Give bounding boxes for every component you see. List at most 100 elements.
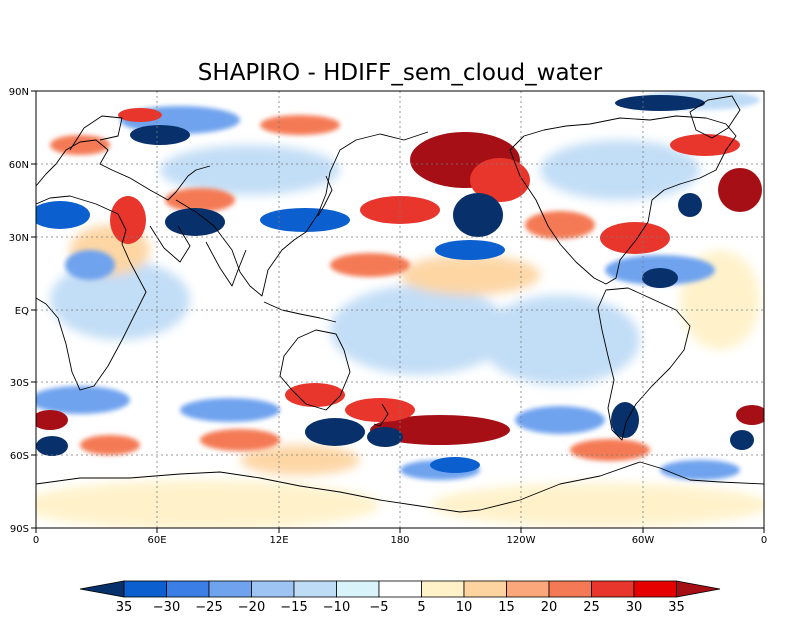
anomaly-patch: [470, 158, 530, 202]
anomaly-patch: [305, 418, 365, 446]
anomaly-patch: [435, 240, 505, 260]
anomaly-patch: [160, 145, 340, 195]
colorbar-high-arrow: [676, 580, 721, 598]
anomaly-patch: [642, 268, 678, 288]
anomaly-patch: [570, 439, 650, 461]
anomaly-patch: [260, 115, 340, 135]
map-title: SHAPIRO - HDIFF_sem_cloud_water: [198, 60, 603, 86]
colorbar-label: 15: [498, 600, 515, 615]
anomaly-patch: [367, 427, 403, 447]
anomaly-patch: [80, 435, 140, 455]
anomaly-patch: [515, 406, 605, 434]
anomaly-patch: [180, 398, 280, 422]
lat-label: 30N: [9, 233, 29, 244]
lon-label: 180: [390, 535, 409, 546]
colorbar-segment: [208, 580, 252, 598]
colorbar-label: −30: [153, 600, 180, 615]
anomaly-patch: [615, 95, 705, 111]
anomaly-patch: [260, 208, 350, 232]
colorbar: 35 −30 −25 −20 −15 −10 −5 5 10 15 20 25 …: [79, 580, 721, 615]
anomaly-patch: [718, 168, 762, 212]
lat-label: 60S: [10, 451, 29, 462]
anomaly-patch: [678, 193, 702, 217]
anomaly-patch: [130, 125, 190, 145]
colorbar-segment: [293, 580, 337, 598]
longitude-labels: 0 60E 12E 180 120W 60W 0: [33, 535, 767, 546]
latitude-labels: 90N 60N 30N EQ 30S 60S 90S: [9, 87, 29, 535]
anomaly-patch: [736, 405, 764, 425]
lon-label: 0: [33, 535, 39, 546]
north-america-coastline: [509, 115, 737, 285]
anomaly-patch: [36, 436, 68, 456]
colorbar-segment: [336, 580, 380, 598]
anomaly-patch: [525, 211, 595, 239]
anomaly-patch: [480, 295, 640, 385]
anomaly-patch: [50, 135, 110, 155]
anomaly-patch: [36, 201, 90, 229]
india-coastline: [205, 241, 247, 287]
anomaly-patch: [36, 480, 380, 528]
colorbar-low-arrow: [79, 580, 125, 598]
anomaly-core-layer: [36, 95, 764, 473]
lon-label: 0: [761, 535, 767, 546]
europe-coastline: [36, 139, 211, 201]
africa-coastline: [36, 195, 147, 391]
anomaly-patch: [200, 429, 280, 451]
colorbar-label: −10: [323, 600, 350, 615]
graticule: [36, 91, 764, 528]
colorbar-segment: [633, 580, 677, 598]
australia-coastline: [279, 329, 351, 411]
anomaly-patch: [285, 383, 345, 407]
colorbar-label: 10: [456, 600, 473, 615]
south-america-coastline: [597, 287, 691, 441]
indonesia-coastline: [263, 301, 337, 323]
lon-label: 120W: [507, 535, 536, 546]
coastlines: [36, 95, 764, 513]
arabia-coastline: [149, 225, 191, 263]
anomaly-patch: [165, 208, 225, 236]
colorbar-segment: [506, 580, 550, 598]
colorbar-segment: [548, 580, 592, 598]
anomaly-patch: [36, 386, 130, 414]
anomaly-patch: [670, 134, 740, 156]
anomaly-patch: [330, 285, 510, 375]
colorbar-segment: [591, 580, 635, 598]
anomaly-patch: [118, 108, 162, 122]
colorbar-segment: [123, 580, 167, 598]
colorbar-segment: [463, 580, 507, 598]
anomaly-patch: [165, 188, 235, 212]
anomaly-patch: [430, 457, 480, 473]
colorbar-label: 20: [541, 600, 558, 615]
colorbar-label: 5: [417, 600, 425, 615]
colorbar-segment: [378, 580, 422, 598]
colorbar-segment: [251, 580, 295, 598]
lat-label: EQ: [15, 306, 29, 317]
colorbar-segment: [166, 580, 210, 598]
anomaly-patch: [360, 196, 440, 224]
anomaly-patch: [453, 193, 503, 237]
japan-coastline: [317, 175, 333, 217]
greenland-coastline: [689, 95, 741, 139]
antarctica-coastline: [36, 461, 764, 513]
colorbar-label: 25: [583, 600, 600, 615]
anomaly-patch: [600, 222, 670, 254]
anomaly-patch: [730, 430, 754, 450]
asia-coastline: [175, 131, 429, 297]
lat-label: 60N: [9, 160, 29, 171]
colorbar-label: 30: [626, 600, 643, 615]
anomaly-patch: [50, 260, 190, 340]
anomaly-patch: [660, 460, 740, 480]
scandinavia-coastline: [69, 115, 123, 151]
anomaly-patch: [36, 410, 68, 430]
lat-label: 30S: [10, 378, 29, 389]
anomaly-patch: [240, 445, 360, 475]
colorbar-label: −5: [369, 600, 388, 615]
colorbar-label: 35: [668, 600, 685, 615]
colorbar-label: −20: [238, 600, 265, 615]
colorbar-segment: [421, 580, 465, 598]
anomaly-mid-layer: [36, 91, 760, 480]
colorbar-label: 35: [116, 600, 133, 615]
lat-label: 90S: [10, 524, 29, 535]
anomaly-patch: [430, 483, 764, 527]
